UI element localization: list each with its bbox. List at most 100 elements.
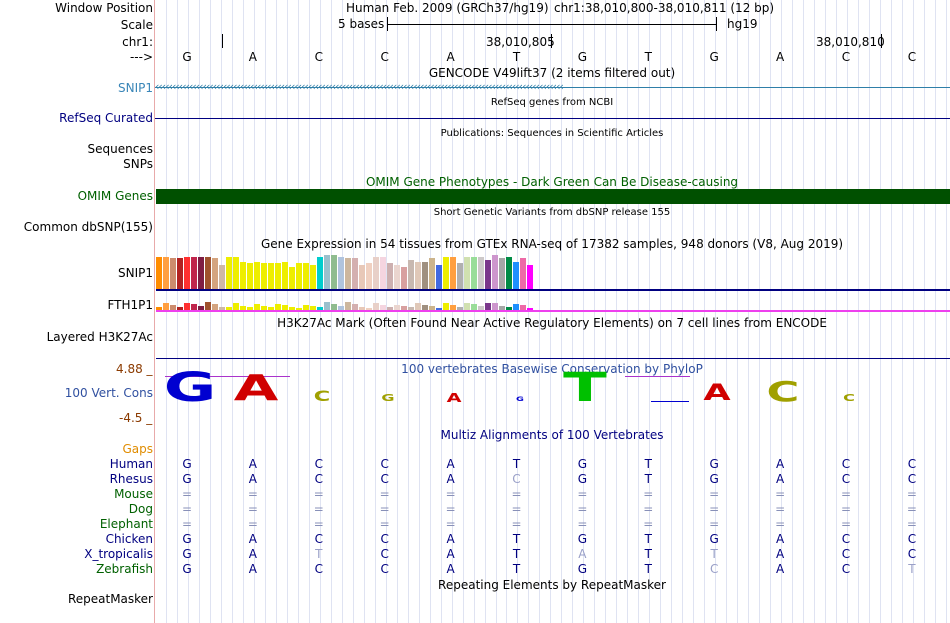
gtex-tissue-bar[interactable] [464, 257, 470, 289]
gaps-label[interactable]: Gaps [122, 442, 153, 456]
gtex-fth1p1-bars[interactable] [156, 300, 536, 310]
gtex-tissue-bar[interactable] [191, 257, 197, 289]
gtex-tissue-bar[interactable] [205, 302, 211, 310]
gtex-snip1-bars[interactable] [156, 253, 536, 289]
omim-feature-bar[interactable] [156, 189, 950, 204]
gtex-tissue-bar[interactable] [177, 307, 183, 310]
gtex-tissue-bar[interactable] [177, 258, 183, 289]
gtex-tissue-bar[interactable] [401, 267, 407, 289]
dbsnp-track-label[interactable]: Common dbSNP(155) [23, 220, 153, 234]
gtex-tissue-bar[interactable] [485, 260, 491, 289]
gtex-tissue-bar[interactable] [338, 306, 344, 310]
gtex-tissue-bar[interactable] [247, 307, 253, 310]
gtex-tissue-bar[interactable] [443, 257, 449, 289]
gtex-tissue-bar[interactable] [331, 255, 337, 289]
species-label[interactable]: Elephant [99, 517, 153, 531]
gtex-tissue-bar[interactable] [352, 304, 358, 310]
gtex-tissue-bar[interactable] [170, 305, 176, 310]
gtex-tissue-bar[interactable] [282, 305, 288, 310]
species-label[interactable]: Chicken [105, 532, 153, 546]
gtex-tissue-bar[interactable] [429, 258, 435, 289]
gtex-tissue-bar[interactable] [163, 303, 169, 310]
gtex-tissue-bar[interactable] [436, 308, 442, 310]
gtex-tissue-bar[interactable] [254, 304, 260, 310]
gtex-tissue-bar[interactable] [338, 257, 344, 289]
gtex-tissue-bar[interactable] [240, 262, 246, 289]
gtex-tissue-bar[interactable] [485, 303, 491, 310]
gtex-tissue-bar[interactable] [387, 263, 393, 289]
repeatmasker-track-label[interactable]: RepeatMasker [67, 592, 153, 606]
gtex-tissue-bar[interactable] [394, 265, 400, 289]
gtex-tissue-bar[interactable] [275, 304, 281, 310]
refseq-gene-line[interactable] [155, 118, 950, 119]
gtex-tissue-bar[interactable] [415, 262, 421, 289]
gtex-tissue-bar[interactable] [352, 258, 358, 289]
gtex-tissue-bar[interactable] [366, 263, 372, 289]
refseq-track-label[interactable]: RefSeq Curated [59, 111, 153, 125]
gtex-tissue-bar[interactable] [303, 305, 309, 310]
gtex-tissue-bar[interactable] [282, 262, 288, 289]
gtex-tissue-bar[interactable] [429, 306, 435, 310]
gtex-tissue-bar[interactable] [310, 306, 316, 310]
gtex-tissue-bar[interactable] [373, 257, 379, 289]
gtex-tissue-bar[interactable] [317, 257, 323, 289]
gtex-tissue-bar[interactable] [422, 262, 428, 289]
gtex-tissue-bar[interactable] [219, 307, 225, 310]
species-label[interactable]: Human [109, 457, 153, 471]
gtex-tissue-bar[interactable] [212, 258, 218, 289]
gtex-tissue-bar[interactable] [268, 263, 274, 289]
gtex-tissue-bar[interactable] [268, 307, 274, 310]
gtex-tissue-bar[interactable] [261, 263, 267, 289]
gtex-tissue-bar[interactable] [380, 257, 386, 289]
gtex-tissue-bar[interactable] [198, 257, 204, 289]
gtex-tissue-bar[interactable] [408, 307, 414, 310]
snip1-gene-feature[interactable]: ‹‹‹‹‹‹‹‹‹‹‹‹‹‹‹‹‹‹‹‹‹‹‹‹‹‹‹‹‹‹‹‹‹‹‹‹‹‹‹‹… [155, 81, 950, 93]
gtex-tissue-bar[interactable] [457, 263, 463, 289]
gtex-tissue-bar[interactable] [471, 304, 477, 310]
gtex-tissue-bar[interactable] [296, 308, 302, 310]
gtex-tissue-bar[interactable] [422, 305, 428, 310]
snip1-track-label[interactable]: SNIP1 [117, 81, 153, 95]
gtex-tissue-bar[interactable] [226, 257, 232, 289]
gtex-tissue-bar[interactable] [359, 307, 365, 310]
gtex-tissue-bar[interactable] [275, 263, 281, 289]
gtex-tissue-bar[interactable] [499, 306, 505, 310]
gtex-tissue-bar[interactable] [261, 306, 267, 310]
gtex-tissue-bar[interactable] [401, 306, 407, 310]
gtex-tissue-bar[interactable] [366, 308, 372, 310]
gtex-tissue-bar[interactable] [233, 257, 239, 289]
gtex-tissue-bar[interactable] [163, 257, 169, 289]
gtex-tissue-bar[interactable] [212, 304, 218, 310]
gtex-tissue-bar[interactable] [478, 306, 484, 310]
gtex-tissue-bar[interactable] [233, 303, 239, 310]
gtex-tissue-bar[interactable] [527, 265, 533, 289]
gtex-tissue-bar[interactable] [408, 260, 414, 289]
gtex-tissue-bar[interactable] [513, 304, 519, 310]
gtex-tissue-bar[interactable] [191, 304, 197, 310]
gtex-tissue-bar[interactable] [527, 308, 533, 310]
species-label[interactable]: Mouse [114, 487, 153, 501]
gtex-tissue-bar[interactable] [436, 265, 442, 289]
gtex-tissue-bar[interactable] [492, 255, 498, 289]
gtex-tissue-bar[interactable] [324, 255, 330, 289]
species-label[interactable]: Dog [128, 502, 153, 516]
gtex-tissue-bar[interactable] [156, 307, 162, 310]
gtex-tissue-bar[interactable] [380, 305, 386, 310]
species-label[interactable]: X_tropicalis [84, 547, 153, 561]
gtex-tissue-bar[interactable] [219, 265, 225, 289]
gtex-tissue-bar[interactable] [478, 257, 484, 289]
gtex-tissue-bar[interactable] [289, 307, 295, 310]
gtex-tissue-bar[interactable] [345, 258, 351, 289]
gtex-tissue-bar[interactable] [289, 267, 295, 289]
conservation-track-label[interactable]: 100 Vert. Cons [64, 386, 153, 400]
gtex-tissue-bar[interactable] [450, 305, 456, 310]
gtex-tissue-bar[interactable] [520, 305, 526, 310]
omim-track-label[interactable]: OMIM Genes [77, 189, 153, 203]
gtex-tissue-bar[interactable] [254, 262, 260, 289]
gtex-tissue-bar[interactable] [492, 303, 498, 310]
gtex-tissue-bar[interactable] [387, 307, 393, 310]
gtex-tissue-bar[interactable] [184, 303, 190, 310]
snps-track-label[interactable]: SNPs [123, 157, 153, 171]
gtex-tissue-bar[interactable] [296, 263, 302, 289]
gtex-tissue-bar[interactable] [184, 257, 190, 289]
